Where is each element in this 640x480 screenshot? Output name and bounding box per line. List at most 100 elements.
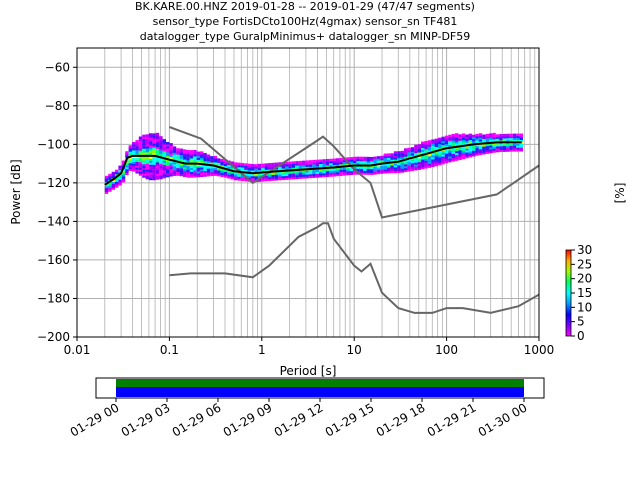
ppsd-cell	[200, 155, 204, 158]
ppsd-cell	[448, 159, 452, 163]
ppsd-cell	[393, 158, 398, 162]
ppsd-cell	[210, 158, 214, 161]
ppsd-cell	[108, 173, 112, 177]
ppsd-cell	[203, 170, 207, 173]
ppsd-cell	[434, 159, 439, 163]
ppsd-cell	[200, 157, 204, 160]
ppsd-cell	[138, 146, 143, 149]
ppsd-cell	[519, 148, 524, 152]
ppsd-cell	[186, 173, 190, 176]
ppsd-cell	[472, 152, 476, 155]
ppsd-cell	[441, 159, 445, 163]
ppsd-cell	[387, 170, 391, 174]
ppsd-cell	[121, 172, 126, 175]
ppsd-cell	[434, 140, 439, 144]
ppsd-cell	[427, 161, 432, 165]
ppsd-cell	[438, 141, 442, 145]
ppsd-cell	[489, 137, 493, 140]
ppsd-cell	[152, 152, 156, 156]
ppsd-cell	[519, 139, 524, 142]
ppsd-cell	[155, 159, 160, 163]
ppsd-cell	[142, 157, 146, 161]
ppsd-cell	[179, 171, 184, 175]
ppsd-cell	[359, 162, 364, 166]
ppsd-cell	[152, 141, 156, 144]
ppsd-cell	[261, 169, 265, 172]
ppsd-cell	[268, 166, 272, 170]
ppsd-cell	[390, 162, 394, 166]
ppsd-cell	[189, 150, 194, 153]
ppsd-cell	[128, 147, 133, 150]
ppsd-cell	[397, 168, 401, 172]
ppsd-cell	[278, 175, 282, 179]
ppsd-cell	[342, 173, 347, 176]
ppsd-cell	[257, 173, 262, 177]
ppsd-cell	[159, 176, 163, 180]
ppsd-cell	[142, 152, 146, 155]
ppsd-cell	[274, 168, 279, 171]
ppsd-cell	[400, 166, 405, 169]
x-tick-label: 10	[347, 343, 362, 357]
ppsd-cell	[390, 159, 394, 162]
ppsd-cell	[125, 166, 129, 170]
ppsd-cell	[349, 172, 354, 176]
ppsd-cell	[138, 148, 143, 151]
ppsd-cell	[404, 165, 408, 169]
ppsd-cell	[325, 158, 330, 162]
ppsd-cell	[149, 150, 153, 154]
ppsd-cell	[111, 183, 116, 186]
ppsd-cell	[363, 172, 367, 175]
ppsd-cell	[332, 170, 337, 173]
ppsd-cell	[475, 133, 479, 137]
ppsd-cell	[424, 144, 428, 148]
ppsd-cell	[465, 134, 469, 138]
ppsd-cell	[472, 136, 476, 140]
median-curve	[104, 141, 522, 186]
ppsd-cell	[169, 170, 173, 173]
ppsd-cell	[390, 168, 394, 172]
ppsd-cell	[179, 152, 184, 156]
ppsd-cell	[121, 175, 126, 179]
ppsd-cell	[455, 150, 459, 154]
ppsd-cell	[172, 161, 177, 165]
ppsd-cell	[485, 149, 490, 152]
ppsd-cell	[115, 181, 119, 184]
ppsd-cell	[410, 162, 415, 166]
ppsd-cell	[482, 151, 486, 155]
ppsd-cell	[434, 148, 439, 151]
ppsd-cell	[478, 137, 483, 140]
ppsd-cell	[308, 162, 313, 165]
ppsd-cell	[492, 138, 496, 142]
ppsd-cell	[336, 173, 340, 177]
ppsd-cell	[172, 173, 177, 176]
ppsd-cell	[203, 168, 207, 171]
ppsd-cell	[295, 172, 299, 176]
ppsd-cell	[179, 148, 184, 152]
ppsd-cell	[407, 168, 411, 172]
ppsd-cell	[149, 146, 153, 150]
ppsd-cell	[176, 152, 180, 155]
ppsd-cell	[138, 136, 143, 140]
ppsd-cell	[145, 174, 150, 178]
time-tick-label: 01-29 12	[272, 400, 326, 439]
ppsd-cell	[458, 142, 462, 145]
ppsd-cell	[166, 170, 170, 174]
ppsd-cell	[166, 167, 170, 170]
ppsd-cell	[145, 168, 150, 172]
ppsd-cell	[166, 145, 170, 149]
ppsd-cell	[179, 160, 184, 163]
ppsd-cell	[220, 162, 224, 166]
ppsd-cell	[172, 146, 177, 149]
ppsd-cell	[519, 147, 524, 150]
ppsd-cell	[227, 175, 231, 179]
ppsd-cell	[213, 157, 218, 161]
ppsd-cell	[142, 169, 146, 172]
ppsd-cell	[186, 163, 190, 167]
ppsd-cell	[400, 168, 405, 171]
ppsd-cell	[376, 169, 381, 173]
ppsd-cell	[291, 163, 296, 166]
ppsd-cell	[495, 134, 500, 137]
x-axis-label: Period [s]	[280, 364, 337, 378]
ppsd-cell	[468, 154, 473, 158]
ppsd-cell	[247, 169, 252, 173]
